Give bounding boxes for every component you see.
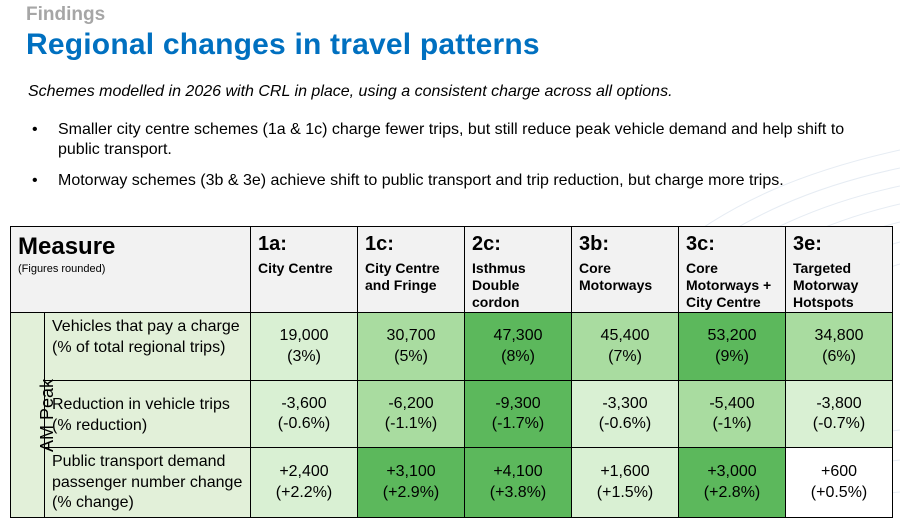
option-header: 3e: Targeted Motorway Hotspots: [785, 226, 894, 313]
value-percent: (9%): [715, 347, 749, 365]
value-main: -6,200: [388, 394, 434, 412]
bullet-text: Smaller city centre schemes (1a & 1c) ch…: [58, 121, 845, 158]
option-code: 2c:: [472, 233, 501, 255]
value-percent: (+0.5%): [810, 483, 868, 501]
value-cell: -6,200 (-1.1%): [357, 380, 466, 448]
option-code: 3e:: [793, 233, 822, 255]
value-main: -9,300: [495, 394, 541, 412]
value-main: +1,600: [600, 463, 650, 480]
value-cell: 19,000 (3%): [250, 312, 359, 381]
measure-header-note: (Figures rounded): [18, 263, 106, 275]
measure-cell: Reduction in vehicle trips (% reduction): [43, 380, 252, 448]
option-header: 1c: City Centre and Fringe: [357, 226, 466, 313]
value-percent: (-0.7%): [812, 415, 866, 432]
option-header: 1a: City Centre: [250, 226, 359, 313]
value-percent: (8%): [501, 347, 535, 365]
findings-table: Measure (Figures rounded) 1a: City Centr…: [9, 226, 894, 518]
value-main: +2,400: [279, 463, 329, 480]
value-cell: -3,600 (-0.6%): [250, 380, 359, 448]
value-percent: (3%): [287, 347, 321, 365]
value-percent: (+2.9%): [382, 483, 440, 501]
value-cell: +600 (+0.5%): [785, 447, 894, 518]
value-percent: (+2.8%): [703, 483, 761, 501]
value-main: -3,800: [816, 394, 862, 412]
row-group-label: AM Peak: [10, 312, 57, 518]
value-cell: +3,000 (+2.8%): [678, 447, 787, 518]
table-row: AM Peak Vehicles that pay a charge (% of…: [10, 312, 894, 518]
value-main: 47,300: [493, 327, 543, 344]
table-row: Reduction in vehicle trips (% reduction)…: [11, 380, 894, 448]
value-main: +3,000: [707, 463, 757, 480]
value-main: +4,100: [493, 463, 543, 480]
slide-title: Regional changes in travel patterns: [26, 28, 540, 61]
value-cell: -3,300 (-0.6%): [571, 380, 680, 448]
value-percent: (-0.6%): [277, 415, 331, 432]
value-cell: -5,400 (-1%): [678, 380, 787, 448]
option-code: 3c:: [686, 233, 715, 255]
bullet-text: Motorway schemes (3b & 3e) achieve shift…: [58, 172, 784, 189]
option-header: 3c: Core Motorways + City Centre: [678, 226, 787, 313]
value-main: 19,000: [279, 327, 329, 344]
value-percent: (-0.6%): [598, 415, 652, 432]
value-main: -5,400: [709, 394, 755, 412]
value-percent: (+2.2%): [275, 483, 333, 501]
measure-header: Measure (Figures rounded): [9, 226, 252, 313]
value-cell: -3,800 (-0.7%): [785, 380, 894, 448]
table-header-row: Measure (Figures rounded) 1a: City Centr…: [9, 226, 894, 313]
option-name: City Centre and Fringe: [365, 260, 440, 293]
value-main: 34,800: [814, 327, 864, 344]
bullet-dot: •: [32, 172, 38, 189]
option-name: Isthmus Double cordon: [472, 260, 526, 310]
value-cell: 47,300 (8%): [464, 312, 573, 381]
value-main: 45,400: [600, 327, 650, 344]
option-name: Targeted Motorway Hotspots: [793, 260, 859, 310]
bullet-item: • Motorway schemes (3b & 3e) achieve shi…: [32, 171, 882, 191]
table-row: Public transport demand passenger number…: [11, 447, 894, 518]
slide-subtitle: Schemes modelled in 2026 with CRL in pla…: [28, 83, 673, 100]
value-main: +600: [820, 463, 858, 480]
value-cell: +2,400 (+2.2%): [250, 447, 359, 518]
value-percent: (5%): [394, 347, 428, 365]
row-group-label-text: AM Peak: [37, 378, 58, 452]
value-cell: 34,800 (6%): [785, 312, 894, 381]
bullet-item: • Smaller city centre schemes (1a & 1c) …: [32, 120, 882, 160]
value-main: -3,300: [602, 394, 648, 412]
value-cell: +1,600 (+1.5%): [571, 447, 680, 518]
value-percent: (7%): [608, 347, 642, 365]
option-name: City Centre: [258, 260, 333, 276]
measure-cell: Vehicles that pay a charge (% of total r…: [43, 312, 252, 381]
value-cell: +3,100 (+2.9%): [357, 447, 466, 518]
section-label: Findings: [26, 4, 106, 25]
option-code: 1a:: [258, 233, 287, 255]
value-main: 53,200: [707, 327, 757, 344]
value-main: +3,100: [386, 463, 436, 480]
option-code: 3b:: [579, 233, 610, 255]
value-percent: (-1.7%): [491, 415, 545, 432]
value-percent: (-1%): [712, 415, 752, 432]
bullet-dot: •: [32, 121, 38, 138]
value-percent: (6%): [822, 347, 856, 365]
value-cell: +4,100 (+3.8%): [464, 447, 573, 518]
option-code: 1c:: [365, 233, 394, 255]
value-cell: 53,200 (9%): [678, 312, 787, 381]
value-cell: 30,700 (5%): [357, 312, 466, 381]
value-percent: (+1.5%): [596, 483, 654, 501]
option-name: Core Motorways: [579, 260, 653, 293]
measure-header-title: Measure: [18, 233, 116, 260]
value-percent: (-1.1%): [384, 415, 438, 432]
value-cell: 45,400 (7%): [571, 312, 680, 381]
option-header: 3b: Core Motorways: [571, 226, 680, 313]
value-main: -3,600: [281, 394, 327, 412]
option-header: 2c: Isthmus Double cordon: [464, 226, 573, 313]
value-main: 30,700: [386, 327, 436, 344]
measure-cell: Public transport demand passenger number…: [43, 447, 252, 518]
value-percent: (+3.8%): [489, 483, 547, 501]
findings-bullet-list: • Smaller city centre schemes (1a & 1c) …: [32, 120, 882, 202]
option-name: Core Motorways + City Centre: [686, 260, 772, 310]
value-cell: -9,300 (-1.7%): [464, 380, 573, 448]
